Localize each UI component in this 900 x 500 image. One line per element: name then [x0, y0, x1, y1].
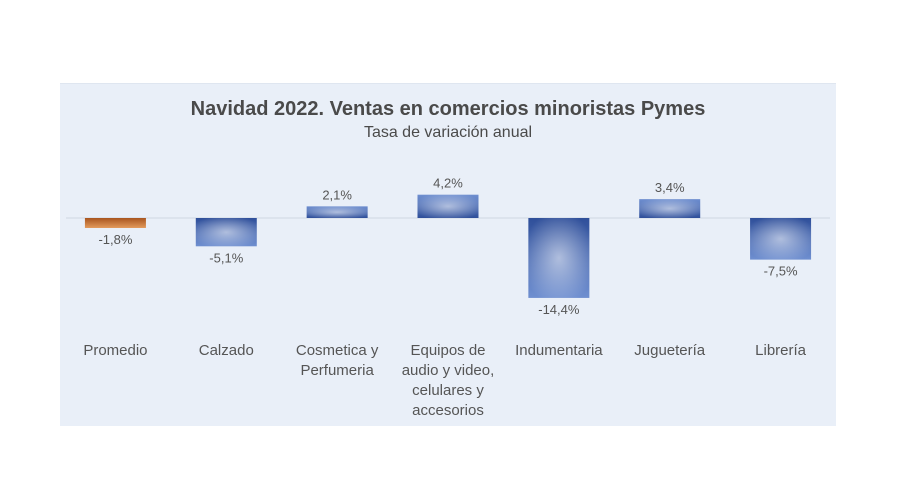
data-label-0: -1,8%: [98, 232, 132, 247]
bar-highlight-3: [417, 194, 479, 218]
chart-panel: Navidad 2022. Ventas en comercios minori…: [60, 83, 836, 426]
bar-highlight-5: [639, 199, 701, 218]
bar-highlight-4: [528, 218, 590, 298]
data-label-4: -14,4%: [538, 302, 580, 317]
category-label-5: Juguetería: [634, 342, 706, 359]
chart-subtitle: Tasa de variación anual: [363, 124, 533, 141]
data-label-5: 3,4%: [655, 180, 685, 195]
chart-title: Navidad 2022. Ventas en comercios minori…: [190, 98, 706, 120]
category-label-3: Equipos de audio y video, celulares y acces…: [402, 342, 495, 419]
category-label-1: Calzado: [199, 342, 254, 359]
bar-0: [84, 218, 146, 228]
data-label-3: 4,2%: [433, 176, 463, 191]
data-label-2: 2,1%: [322, 187, 352, 202]
chart-plot: -1,8% Promedio -5,1% Calzado 2,1% Cosmetica y…: [66, 176, 830, 419]
data-label-1: -5,1%: [209, 250, 243, 265]
category-label-4: Indumentaria: [515, 342, 603, 359]
bar-highlight-6: [750, 218, 812, 260]
category-label-6: Librería: [755, 342, 807, 359]
bar-highlight-1: [195, 218, 257, 247]
bar-highlight-2: [306, 206, 368, 218]
category-label-0: Promedio: [83, 342, 147, 359]
data-label-6: -7,5%: [764, 264, 798, 279]
category-label-2: Cosmetica y Perfumeria: [296, 342, 379, 379]
